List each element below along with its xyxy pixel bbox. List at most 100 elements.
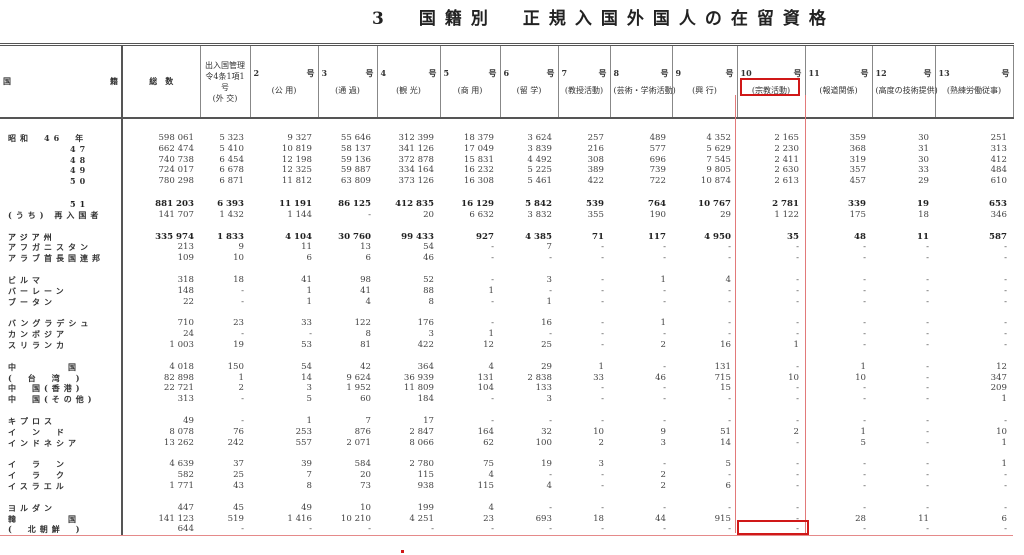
header-hao: 号 — [725, 67, 734, 78]
table-cell: - — [601, 242, 604, 253]
table-cell: 30 — [918, 154, 929, 165]
table-cell: 339 — [848, 198, 866, 209]
table-cell: 2 847 — [409, 426, 434, 437]
header-column: 12 号 (高度の技術提供) — [872, 43, 938, 119]
table-row: カンボジア 24 - - 8 3 1 - - - - - - - - — [0, 329, 1013, 340]
table-cell: - — [728, 329, 731, 340]
table-cell: - — [796, 437, 799, 448]
table-cell: - — [663, 296, 666, 307]
table-cell: - — [601, 470, 604, 481]
table-cell: 242 — [227, 437, 244, 448]
table-cell: 209 — [990, 383, 1007, 394]
table-cell: - — [601, 296, 604, 307]
table-cell: 357 — [849, 165, 866, 176]
table-cell: 334 164 — [398, 165, 434, 176]
table-cell: 11 — [301, 242, 312, 253]
table-cell: 176 — [417, 318, 434, 329]
table-cell: - — [926, 470, 929, 481]
table-cell: 1 — [546, 296, 552, 307]
row-label: 50 — [0, 176, 123, 187]
table-cell: 15 — [720, 383, 731, 394]
table-row: 韓 国 141 123 519 1 416 10 210 4 251 23 693 18 44 91… — [0, 513, 1013, 525]
table-cell: 4 — [546, 480, 552, 491]
spacer-row — [0, 448, 1013, 460]
row-label: アフガニスタン — [0, 242, 123, 254]
table-cell: 662 474 — [158, 143, 194, 154]
table-cell: - — [796, 253, 799, 264]
table-cell: 4 — [725, 274, 731, 285]
spacer-row — [0, 404, 1013, 416]
header-sublabel: (教授活動) — [564, 85, 604, 95]
header-hao: 号 — [598, 67, 607, 78]
table-cell: 3 — [428, 329, 434, 340]
spacer-row — [0, 263, 1013, 275]
table-cell: - — [728, 318, 731, 329]
table-cell: - — [926, 296, 929, 307]
table-cell: - — [663, 383, 666, 394]
table-cell: - — [663, 502, 666, 513]
table-cell: 2 613 — [774, 176, 799, 187]
table-cell: 7 — [306, 470, 312, 481]
table-cell: 82 898 — [163, 372, 194, 383]
table-cell: - — [926, 361, 929, 372]
table-cell: 6 678 — [219, 165, 244, 176]
table-cell: - — [863, 502, 866, 513]
table-cell: 610 — [990, 176, 1007, 187]
table-cell: - — [926, 502, 929, 513]
table-row: 47 662 474 5 410 10 819 58 137 341 126 17 049 3… — [0, 143, 1013, 155]
table-cell: 117 — [648, 231, 666, 242]
table-cell: 539 — [586, 198, 604, 209]
table-cell: 19 — [541, 459, 552, 470]
table-cell: 6 — [725, 480, 731, 491]
table-cell: - — [926, 285, 929, 296]
table-cell: 11 — [917, 231, 929, 242]
table-cell: 141 707 — [158, 209, 194, 220]
table-cell: - — [863, 296, 866, 307]
table-row: 中 国 4 018 150 54 42 364 4 29 1 - 131 - 1 - 12 — [0, 361, 1013, 373]
table-cell: 1 — [660, 274, 666, 285]
table-cell: - — [309, 329, 312, 340]
header-hao: 号 — [1001, 67, 1010, 78]
table-cell: 25 — [233, 470, 244, 481]
table-cell: 5 225 — [527, 165, 552, 176]
table-cell: 53 — [301, 339, 312, 350]
table-cell: 22 — [183, 296, 194, 307]
table-cell: 715 — [714, 372, 731, 383]
table-cell: 7 — [546, 242, 552, 253]
table-cell: - — [926, 524, 929, 535]
table-cell: 2 165 — [774, 133, 799, 143]
table-row: イスラエル 1 771 43 8 73 938 115 4 - 2 6 - - - - — [0, 480, 1013, 492]
header-number: 7 — [561, 67, 568, 78]
table-cell: - — [601, 318, 604, 329]
table-cell: - — [728, 296, 731, 307]
table-cell: - — [926, 394, 929, 405]
table-cell: 1 — [860, 426, 866, 437]
header-number: 10 — [740, 67, 752, 78]
table-cell: 3 624 — [527, 133, 552, 143]
table-cell: 587 — [989, 231, 1007, 242]
row-label: イスラエル — [0, 480, 123, 492]
row-label: ヨルダン — [0, 502, 123, 514]
table-row: イ ラ ク 582 25 7 20 115 4 - - 2 - - - - - — [0, 470, 1013, 481]
table-cell: 8 — [428, 296, 434, 307]
table-cell: 1 — [793, 339, 799, 350]
table-cell: - — [601, 253, 604, 264]
table-row: アジア州 335 974 1 833 4 104 30 760 99 433 927 4 38… — [0, 231, 1013, 243]
table-cell: 141 123 — [158, 513, 194, 524]
table-cell: 3 832 — [527, 209, 552, 220]
table-cell: 9 624 — [346, 372, 371, 383]
table-cell: - — [863, 253, 866, 264]
table-cell: 257 — [587, 133, 604, 143]
table-cell: 45 — [233, 502, 244, 513]
table-cell: 5 — [725, 459, 731, 470]
table-cell: 5 410 — [219, 143, 244, 154]
table-cell: 3 — [546, 274, 552, 285]
table-cell: - — [796, 274, 799, 285]
table-cell: - — [796, 361, 799, 372]
table-cell: - — [796, 502, 799, 513]
table-cell: 59 887 — [340, 165, 371, 176]
table-cell: 938 — [417, 480, 434, 491]
table-cell: 1 — [860, 361, 866, 372]
table-cell: 25 — [541, 339, 552, 350]
table-cell: - — [491, 394, 494, 405]
